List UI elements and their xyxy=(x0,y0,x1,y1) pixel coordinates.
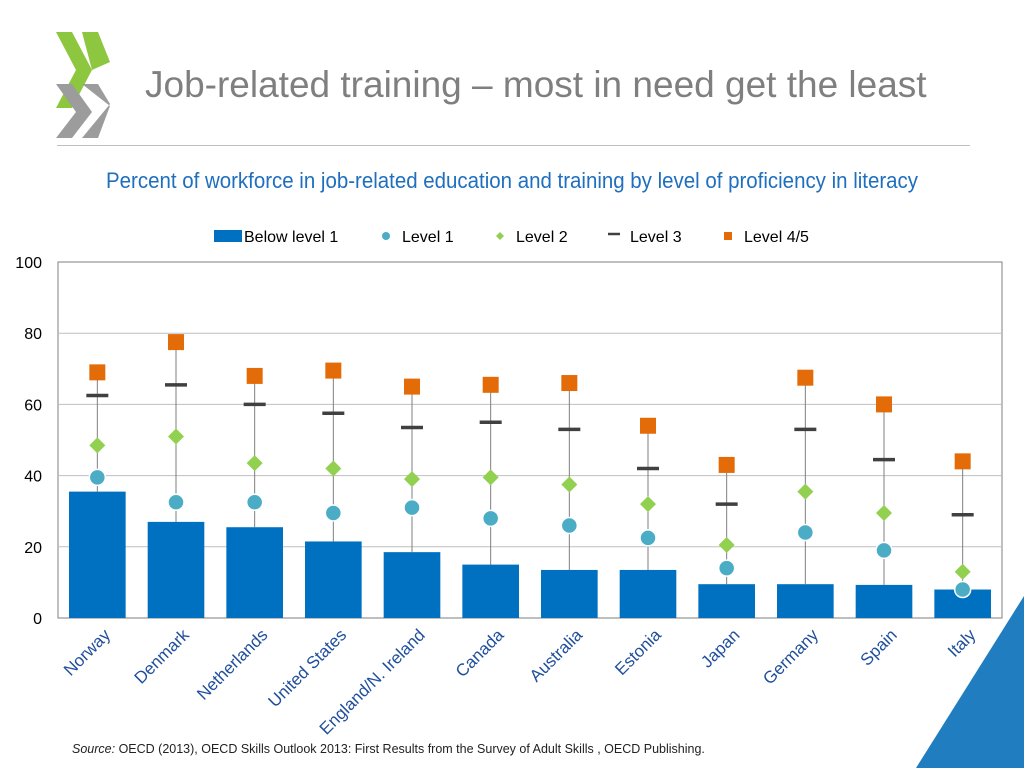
logo-chevron-gray-back xyxy=(56,84,92,138)
page-title: Job-related training – most in need get … xyxy=(145,64,927,105)
marker-level-4-5 xyxy=(325,362,342,379)
marker-level-4-5 xyxy=(797,369,814,386)
marker-level-2 xyxy=(89,437,106,454)
y-tick-label: 100 xyxy=(15,255,42,272)
marker-level-4-5 xyxy=(168,334,184,351)
bar xyxy=(69,491,126,618)
bar xyxy=(305,541,362,618)
bar xyxy=(462,564,519,618)
marker-level-2 xyxy=(404,471,420,488)
marker-level-2 xyxy=(482,469,499,486)
marker-level-4-5 xyxy=(482,376,499,393)
legend-swatch xyxy=(382,232,390,240)
marker-level-1 xyxy=(875,541,893,560)
marker-level-1 xyxy=(245,493,264,512)
x-tick-label: Norway xyxy=(60,625,115,680)
y-tick-label: 40 xyxy=(24,469,42,486)
bar xyxy=(777,584,834,618)
marker-level-2 xyxy=(954,563,971,580)
marker-level-2 xyxy=(168,428,184,445)
x-tick-label: Australia xyxy=(526,625,587,686)
y-tick-label: 0 xyxy=(33,611,42,628)
marker-level-2 xyxy=(718,537,735,554)
legend-label: Below level 1 xyxy=(244,229,338,246)
x-tick-label: Germany xyxy=(759,625,822,688)
plot-frame xyxy=(57,261,1003,619)
marker-level-4-5 xyxy=(718,456,735,473)
x-tick-label: Canada xyxy=(452,625,508,681)
x-tick-label: Denmark xyxy=(131,625,194,688)
x-tick-label: Netherlands xyxy=(193,625,271,703)
source-note: Source: OECD (2013), OECD Skills Outlook… xyxy=(72,742,705,756)
marker-level-2 xyxy=(325,460,342,477)
marker-level-4-5 xyxy=(89,364,106,381)
legend-label: Level 1 xyxy=(402,229,454,246)
marker-level-4-5 xyxy=(954,453,971,470)
marker-level-4-5 xyxy=(246,367,263,384)
marker-level-2 xyxy=(876,504,892,521)
bar xyxy=(619,569,677,618)
y-tick-label: 60 xyxy=(24,397,42,414)
bar xyxy=(226,527,283,618)
marker-level-1 xyxy=(639,529,657,547)
marker-level-2 xyxy=(246,455,263,472)
x-tick-label: Estonia xyxy=(611,625,665,679)
marker-level-2 xyxy=(797,483,814,500)
marker-level-1 xyxy=(167,493,185,512)
x-tick-label: United States xyxy=(265,625,351,711)
marker-level-1 xyxy=(953,580,972,599)
marker-level-1 xyxy=(796,523,815,542)
marker-level-1 xyxy=(560,516,579,535)
marker-level-2 xyxy=(640,496,656,513)
source-label: Source: xyxy=(72,742,116,756)
legend-swatch xyxy=(496,232,504,240)
logo-chevron-gray-front xyxy=(82,84,110,138)
marker-level-4-5 xyxy=(404,378,420,395)
x-tick-label: Spain xyxy=(857,625,901,669)
oecd-logo xyxy=(56,32,110,138)
bar xyxy=(147,521,205,618)
marker-level-1 xyxy=(717,559,736,577)
marker-level-1 xyxy=(88,468,107,487)
logo-chevron-green-front xyxy=(82,32,110,70)
marker-level-4-5 xyxy=(561,375,578,392)
legend-swatch xyxy=(214,230,242,242)
x-tick-label: Italy xyxy=(944,625,980,661)
marker-level-1 xyxy=(324,504,343,522)
legend-label: Level 4/5 xyxy=(744,229,809,246)
source-text: OECD (2013), OECD Skills Outlook 2013: F… xyxy=(118,742,705,756)
bar xyxy=(383,552,441,618)
title-divider xyxy=(57,145,970,146)
bar xyxy=(855,584,913,618)
marker-level-1 xyxy=(481,509,500,528)
legend-swatch xyxy=(724,232,732,240)
y-tick-label: 20 xyxy=(24,540,42,557)
marker-level-4-5 xyxy=(876,396,892,413)
bar xyxy=(541,569,598,618)
marker-level-1 xyxy=(403,498,421,517)
legend-label: Level 2 xyxy=(516,229,568,246)
marker-level-2 xyxy=(561,476,578,493)
chart-title: Percent of workforce in job-related educ… xyxy=(105,168,919,193)
bar xyxy=(698,584,755,618)
legend-label: Level 3 xyxy=(630,229,682,246)
x-tick-label: Japan xyxy=(697,625,743,671)
y-tick-label: 80 xyxy=(24,326,42,343)
marker-level-4-5 xyxy=(640,417,656,434)
